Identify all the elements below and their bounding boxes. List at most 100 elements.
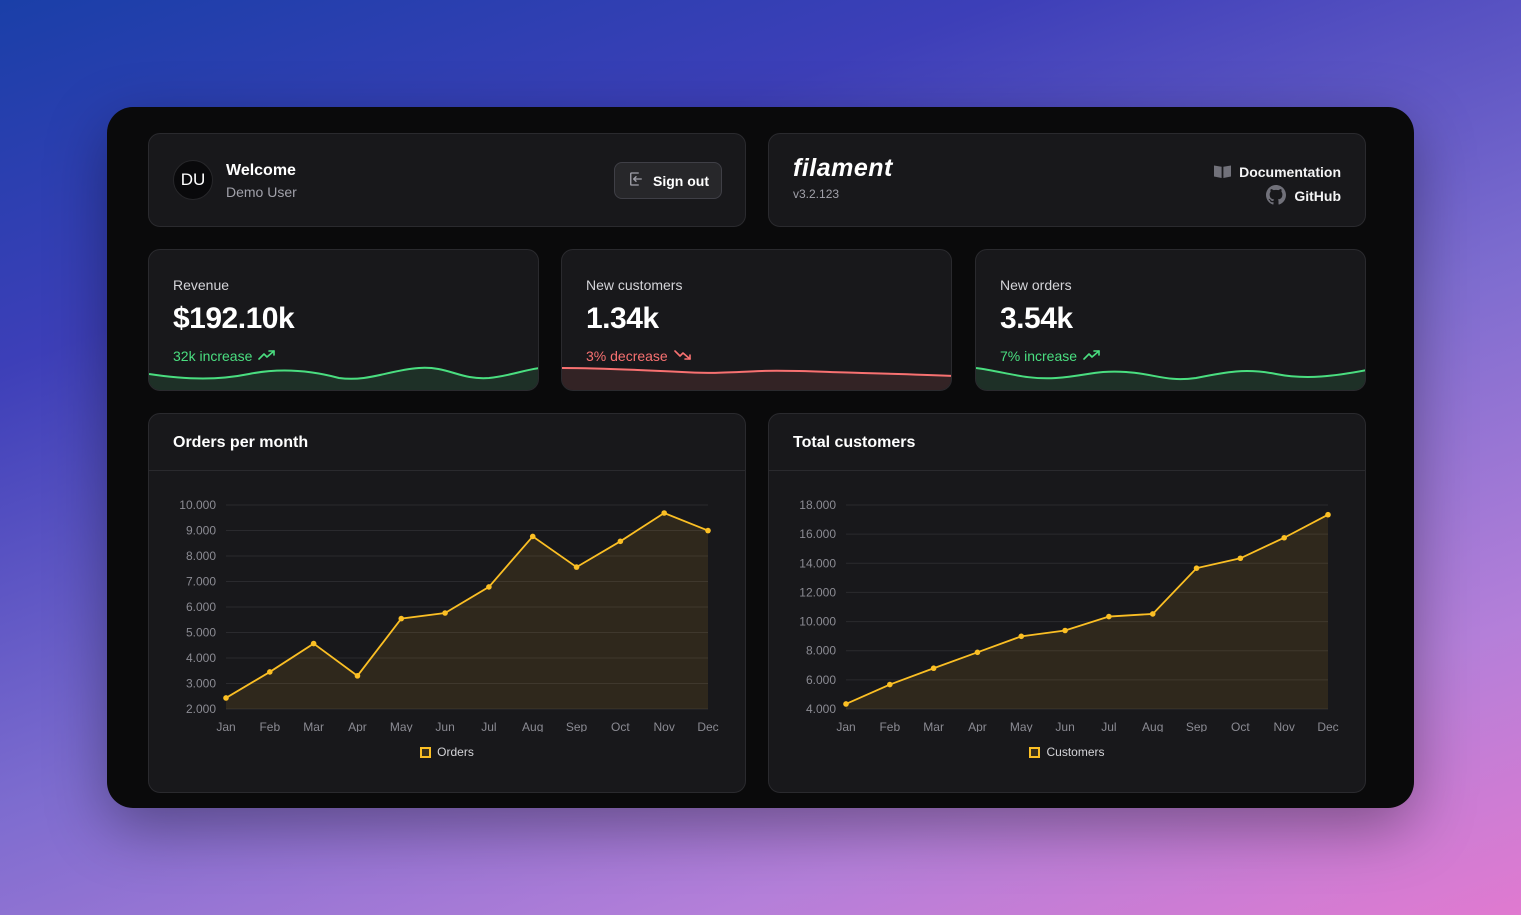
legend-label: Orders bbox=[437, 745, 474, 759]
data-point bbox=[1325, 511, 1331, 518]
data-point bbox=[354, 673, 361, 679]
x-tick-label: Feb bbox=[259, 720, 280, 732]
y-tick-label: 3.000 bbox=[186, 677, 216, 691]
stat-revenue: Revenue $192.10k 32k increase bbox=[148, 249, 539, 391]
stat-value: 3.54k bbox=[1000, 302, 1073, 335]
sign-out-button[interactable]: Sign out bbox=[614, 162, 722, 199]
data-point bbox=[1018, 633, 1025, 640]
data-point bbox=[705, 527, 711, 534]
data-point bbox=[930, 665, 937, 672]
data-point bbox=[529, 533, 536, 540]
x-tick-label: Jul bbox=[481, 720, 496, 732]
y-tick-label: 9.000 bbox=[186, 524, 216, 538]
data-point bbox=[442, 610, 448, 616]
data-point bbox=[398, 615, 405, 622]
x-tick-label: Jun bbox=[1055, 720, 1074, 732]
version-text: v3.2.123 bbox=[793, 187, 840, 201]
y-tick-label: 16.000 bbox=[799, 527, 836, 541]
chart-header: Orders per month bbox=[149, 414, 745, 471]
github-label: GitHub bbox=[1294, 188, 1341, 204]
x-tick-label: Jun bbox=[435, 720, 454, 732]
y-tick-label: 10.000 bbox=[179, 498, 216, 512]
orders-line-chart: 2.000 3.000 4.000 5.000 6.000 7.000 8.000 9.000… bbox=[179, 498, 718, 732]
chart-legend[interactable]: Customers bbox=[769, 745, 1365, 759]
revenue-sparkline bbox=[149, 366, 538, 390]
x-tick-label: Aug bbox=[1142, 720, 1163, 732]
y-tick-label: 4.000 bbox=[806, 702, 836, 716]
x-tick-label: Apr bbox=[348, 720, 367, 732]
chart-legend[interactable]: Orders bbox=[149, 745, 745, 759]
account-widget: DU Welcome Demo User Sign out bbox=[148, 133, 746, 227]
data-point bbox=[1237, 555, 1244, 562]
data-point bbox=[267, 669, 273, 675]
x-tick-label: Dec bbox=[697, 720, 718, 732]
x-tick-label: Jan bbox=[836, 720, 855, 732]
filament-info-widget: filament v3.2.123 Documentation GitHub bbox=[768, 133, 1366, 227]
data-point bbox=[974, 649, 981, 656]
x-tick-label: Oct bbox=[1231, 720, 1250, 732]
dashboard-frame: DU Welcome Demo User Sign out filament v… bbox=[107, 107, 1414, 808]
stat-label: Revenue bbox=[173, 277, 230, 293]
data-point bbox=[661, 510, 667, 516]
y-tick-label: 12.000 bbox=[799, 585, 836, 599]
data-point bbox=[223, 695, 229, 701]
github-icon bbox=[1266, 184, 1287, 208]
trending-up-icon bbox=[258, 348, 276, 364]
avatar: DU bbox=[173, 160, 213, 200]
customers-line-chart: 4.000 6.000 8.000 10.000 12.000 14.000 16.000 1… bbox=[799, 498, 1338, 732]
sign-out-icon bbox=[627, 170, 645, 191]
stat-label: New customers bbox=[586, 277, 683, 293]
data-point bbox=[310, 640, 317, 647]
chart-heading: Total customers bbox=[793, 434, 916, 451]
x-tick-label: Mar bbox=[303, 720, 324, 732]
data-point bbox=[486, 584, 492, 590]
x-tick-label: Aug bbox=[522, 720, 543, 732]
new-customers-sparkline bbox=[562, 367, 951, 390]
github-link[interactable]: GitHub bbox=[1214, 184, 1341, 208]
data-point bbox=[1149, 611, 1156, 617]
chart-heading: Orders per month bbox=[173, 434, 309, 451]
y-tick-label: 8.000 bbox=[186, 549, 216, 563]
book-icon bbox=[1214, 164, 1232, 181]
customers-chart-widget: Total customers 4.000 6.000 8.000 10.000 12.… bbox=[768, 413, 1366, 793]
sign-out-label: Sign out bbox=[653, 172, 709, 189]
y-tick-label: 6.000 bbox=[806, 673, 836, 687]
x-tick-label: Sep bbox=[566, 720, 588, 732]
stat-new-orders: New orders 3.54k 7% increase bbox=[975, 249, 1366, 391]
data-point bbox=[1193, 565, 1200, 571]
series-area bbox=[226, 513, 708, 709]
trending-down-icon bbox=[673, 348, 692, 364]
stat-label: New orders bbox=[1000, 277, 1072, 293]
trending-up-icon bbox=[1083, 348, 1101, 364]
x-tick-label: Nov bbox=[1274, 720, 1295, 732]
x-tick-label: Apr bbox=[968, 720, 987, 732]
documentation-label: Documentation bbox=[1239, 164, 1341, 180]
documentation-link[interactable]: Documentation bbox=[1214, 160, 1341, 184]
data-point bbox=[1106, 613, 1112, 620]
stat-description: 32k increase bbox=[173, 348, 276, 364]
series-area bbox=[846, 514, 1328, 709]
y-tick-label: 5.000 bbox=[186, 626, 216, 640]
y-tick-label: 10.000 bbox=[799, 615, 836, 629]
x-tick-label: Oct bbox=[611, 720, 630, 732]
y-tick-label: 6.000 bbox=[186, 600, 216, 614]
data-point bbox=[573, 564, 580, 570]
legend-swatch bbox=[420, 746, 432, 758]
x-tick-label: Nov bbox=[654, 720, 675, 732]
legend-label: Customers bbox=[1046, 745, 1105, 759]
series-line bbox=[845, 513, 1329, 705]
x-tick-label: Jul bbox=[1101, 720, 1116, 732]
data-point bbox=[617, 538, 624, 545]
welcome-title: Welcome bbox=[226, 162, 296, 179]
stat-description: 3% decrease bbox=[586, 348, 692, 364]
y-tick-label: 18.000 bbox=[799, 498, 836, 512]
data-point bbox=[887, 681, 893, 688]
y-tick-label: 4.000 bbox=[186, 651, 216, 665]
stat-description: 7% increase bbox=[1000, 348, 1101, 364]
data-point bbox=[843, 701, 849, 707]
info-links: Documentation GitHub bbox=[1214, 160, 1341, 208]
y-tick-label: 7.000 bbox=[186, 575, 216, 589]
user-name: Demo User bbox=[226, 184, 297, 200]
x-tick-label: Mar bbox=[923, 720, 944, 732]
x-tick-label: May bbox=[390, 720, 413, 732]
